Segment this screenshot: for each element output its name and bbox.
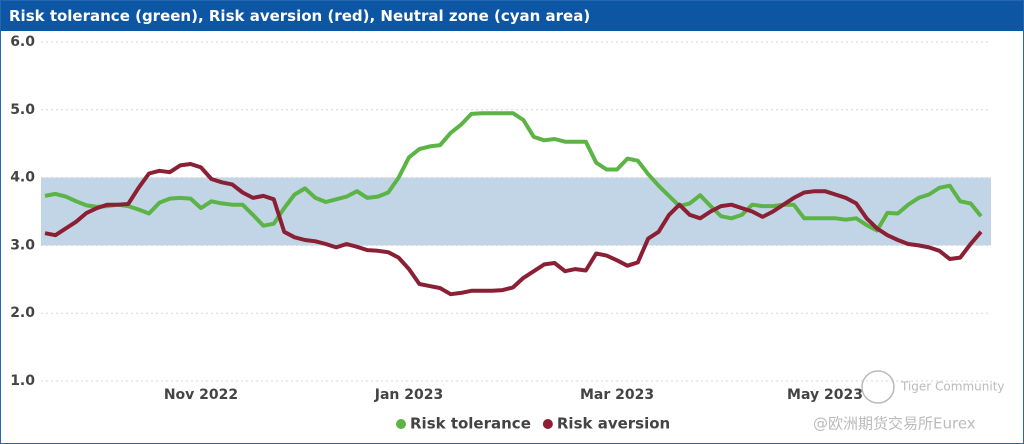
legend-label: Risk aversion — [557, 415, 670, 433]
neutral-zone — [41, 177, 991, 246]
legend-label: Risk tolerance — [410, 415, 531, 433]
chart: 1.0 2.0 3.0 4.0 5.0 6.0 Nov 2022 Jan 2023 Mar 20… — [10, 34, 1005, 433]
chart-title: Risk tolerance (green), Risk aversion (r… — [1, 1, 1023, 31]
x-tick-label: Mar 2023 — [580, 387, 654, 403]
watermark-logo — [861, 370, 895, 404]
x-tick-label: Nov 2022 — [164, 387, 238, 403]
x-tick-label: Jan 2023 — [374, 387, 443, 403]
y-tick-label: 5.0 — [10, 102, 35, 118]
line — [44, 111, 983, 233]
y-tick-label: 4.0 — [10, 170, 35, 186]
y-tick-label: 1.0 — [10, 373, 35, 389]
watermark: @欧洲期货交易所Eurex — [813, 415, 976, 433]
watermark: Tiger Community — [900, 380, 1005, 394]
line — [44, 162, 983, 297]
legend-marker — [396, 419, 406, 429]
x-tick-label: May 2023 — [787, 387, 863, 403]
y-tick-label: 3.0 — [10, 237, 35, 253]
y-tick-label: 2.0 — [10, 305, 35, 321]
y-tick-label: 6.0 — [10, 34, 35, 50]
legend-marker — [542, 419, 553, 429]
